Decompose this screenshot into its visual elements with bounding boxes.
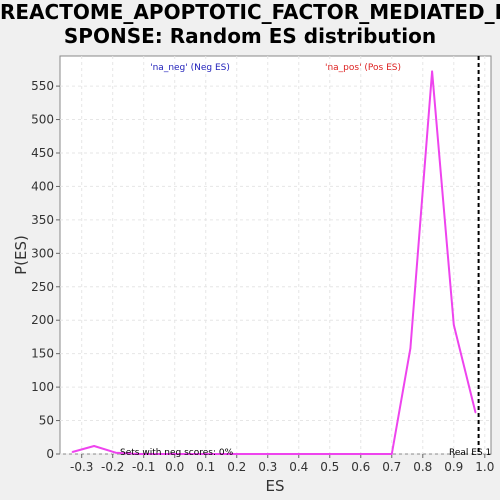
data-point	[115, 451, 117, 454]
y-tick-label: 0	[46, 447, 54, 461]
data-point	[474, 411, 477, 414]
x-tick-label: 0.5	[320, 460, 339, 474]
data-point	[71, 451, 74, 453]
x-axis: -0.3 -0.2 -0.1 0.0 0.1 0.2 0.3 0.4 0.5 0.6 0.7 0.8 0…	[70, 454, 494, 474]
y-tick-label: 250	[31, 280, 54, 294]
gridlines	[60, 56, 491, 455]
chart-title-line-2: SPONSE: Random ES distribution	[63, 24, 437, 48]
x-tick-label: 0.3	[258, 460, 277, 474]
data-point	[452, 324, 455, 326]
annotations: 'na_neg' (Neg ES) 'na_pos' (Pos ES) Sets…	[120, 56, 491, 458]
y-tick-label: 50	[39, 414, 54, 428]
data-point	[431, 70, 433, 73]
neg-es-legend: 'na_neg' (Neg ES)	[150, 63, 230, 73]
y-tick-label: 350	[31, 213, 54, 227]
x-tick-label: 1.0	[475, 460, 494, 474]
x-tick-label: 0.4	[289, 460, 308, 474]
y-tick-label: 500	[31, 113, 54, 127]
data-point	[409, 347, 412, 350]
y-axis: 0 50 100 150 200 250 300 350 400 450 500 550	[31, 79, 60, 461]
series-layer	[71, 70, 477, 455]
data-point	[390, 453, 393, 455]
x-tick-label: -0.1	[132, 460, 155, 474]
chart-title-line-1: REACTOME_APOPTOTIC_FACTOR_MEDIATED_RE	[0, 0, 500, 24]
y-tick-label: 150	[31, 347, 54, 361]
x-tick-label: 0.8	[413, 460, 432, 474]
data-point	[136, 453, 139, 455]
x-tick-label: 0.7	[382, 460, 401, 474]
neg-scores-percentage: Sets with neg scores: 0%	[120, 448, 234, 458]
y-tick-label: 200	[31, 313, 54, 327]
x-tick-label: -0.3	[70, 460, 93, 474]
y-tick-label: 550	[31, 79, 54, 93]
x-tick-label: 0.1	[196, 460, 215, 474]
x-tick-label: 0.0	[165, 460, 184, 474]
chart-title: REACTOME_APOPTOTIC_FACTOR_MEDIATED_RE SP…	[0, 0, 500, 48]
real-es-label: Real ES 1	[449, 448, 491, 458]
pos-es-legend: 'na_pos' (Pos ES)	[325, 63, 401, 73]
plot-area	[59, 55, 492, 455]
data-point	[93, 445, 95, 447]
x-tick-label: 0.6	[351, 460, 370, 474]
y-tick-label: 100	[31, 380, 54, 394]
y-axis-title: P(ES)	[12, 235, 30, 275]
x-tick-label: -0.2	[101, 460, 124, 474]
x-axis-title: ES	[266, 477, 285, 495]
y-tick-label: 450	[31, 146, 54, 160]
x-tick-label: 0.2	[227, 460, 246, 474]
y-tick-label: 400	[31, 179, 54, 193]
x-tick-label: 0.9	[444, 460, 463, 474]
y-tick-label: 300	[31, 246, 54, 260]
